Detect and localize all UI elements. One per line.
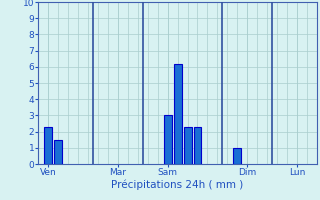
Bar xyxy=(44,127,52,164)
Bar xyxy=(194,127,202,164)
Bar xyxy=(233,148,241,164)
Bar xyxy=(54,140,62,164)
Bar xyxy=(184,127,191,164)
Bar xyxy=(164,115,172,164)
X-axis label: Précipitations 24h ( mm ): Précipitations 24h ( mm ) xyxy=(111,180,244,190)
Bar xyxy=(174,64,181,164)
